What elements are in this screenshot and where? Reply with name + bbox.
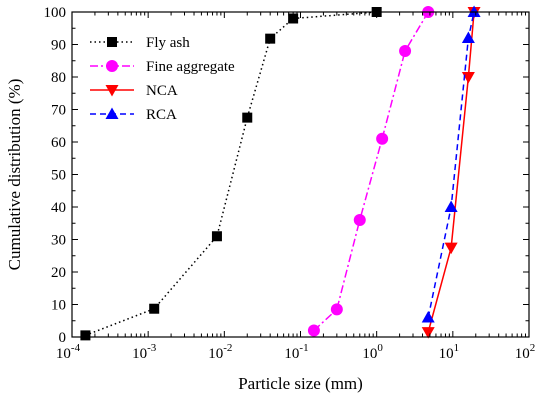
y-tick-label-3: 30 [51, 233, 66, 249]
y-tick-label-2: 20 [51, 265, 66, 281]
series-layer [80, 5, 481, 341]
series-2 [421, 7, 481, 339]
data-point-1-0 [307, 324, 320, 337]
y-tick-label-5: 50 [51, 168, 66, 184]
legend-marker-0 [107, 37, 117, 47]
x-tick-label-5: 101 [439, 342, 460, 362]
x-tick-label-4: 100 [362, 342, 383, 362]
y-tick-label-6: 60 [51, 135, 66, 151]
series-line-3 [427, 11, 475, 318]
legend-marker-3 [105, 107, 119, 119]
data-point-0-2 [211, 231, 222, 242]
data-point-0-0 [80, 330, 91, 341]
x-axis-label: Particle size (mm) [238, 374, 363, 393]
y-axis-label: Cumulative distribution (%) [5, 79, 24, 271]
data-point-3-2 [461, 31, 475, 43]
series-1 [307, 6, 435, 337]
data-point-0-3 [242, 112, 253, 123]
y-tick-label-4: 40 [51, 200, 66, 216]
legend-label-2: NCA [146, 83, 178, 99]
data-point-0-4 [265, 33, 276, 44]
data-point-3-1 [444, 200, 458, 212]
y-tick-label-7: 70 [51, 103, 66, 119]
data-point-2-1 [444, 242, 458, 255]
axes-layer: 0 10 20 30 40 50 60 70 80 90 100 10-4 10-3 10-2 10-1 10… [5, 5, 535, 393]
x-tick-label-0: 10-4 [56, 342, 81, 362]
y-tick-label-9: 90 [51, 38, 66, 54]
x-tick-label-1: 10-3 [132, 342, 157, 362]
legend-marker-2 [105, 85, 119, 97]
legend-label-1: Fine aggregate [146, 59, 235, 75]
data-point-1-3 [376, 132, 389, 145]
data-point-1-1 [330, 303, 343, 316]
series-line-2 [427, 11, 475, 333]
data-point-0-1 [149, 303, 160, 314]
y-tick-label-1: 10 [51, 298, 66, 314]
legend-label-0: Fly ash [146, 35, 190, 51]
data-point-3-0 [421, 311, 435, 323]
x-tick-label-2: 10-2 [208, 342, 232, 362]
y-tick-label-8: 80 [51, 70, 66, 86]
plot-frame [71, 11, 530, 338]
y-tick-label-0: 0 [59, 330, 67, 346]
data-point-1-4 [399, 45, 412, 57]
legend-marker-1 [106, 60, 118, 72]
y-tick-label-10: 100 [44, 5, 67, 21]
data-point-3-3 [467, 5, 481, 17]
series-3 [421, 5, 481, 323]
data-point-2-0 [421, 327, 435, 339]
legend-label-3: RCA [146, 107, 177, 123]
data-point-1-2 [353, 214, 366, 226]
x-tick-label-6: 102 [515, 342, 536, 362]
series-0 [80, 7, 382, 341]
data-point-0-5 [288, 13, 299, 24]
legend: Fly ash Fine aggregate NCA RCA [90, 35, 235, 123]
series-line-1 [313, 11, 429, 332]
x-tick-label-3: 10-1 [284, 342, 308, 362]
